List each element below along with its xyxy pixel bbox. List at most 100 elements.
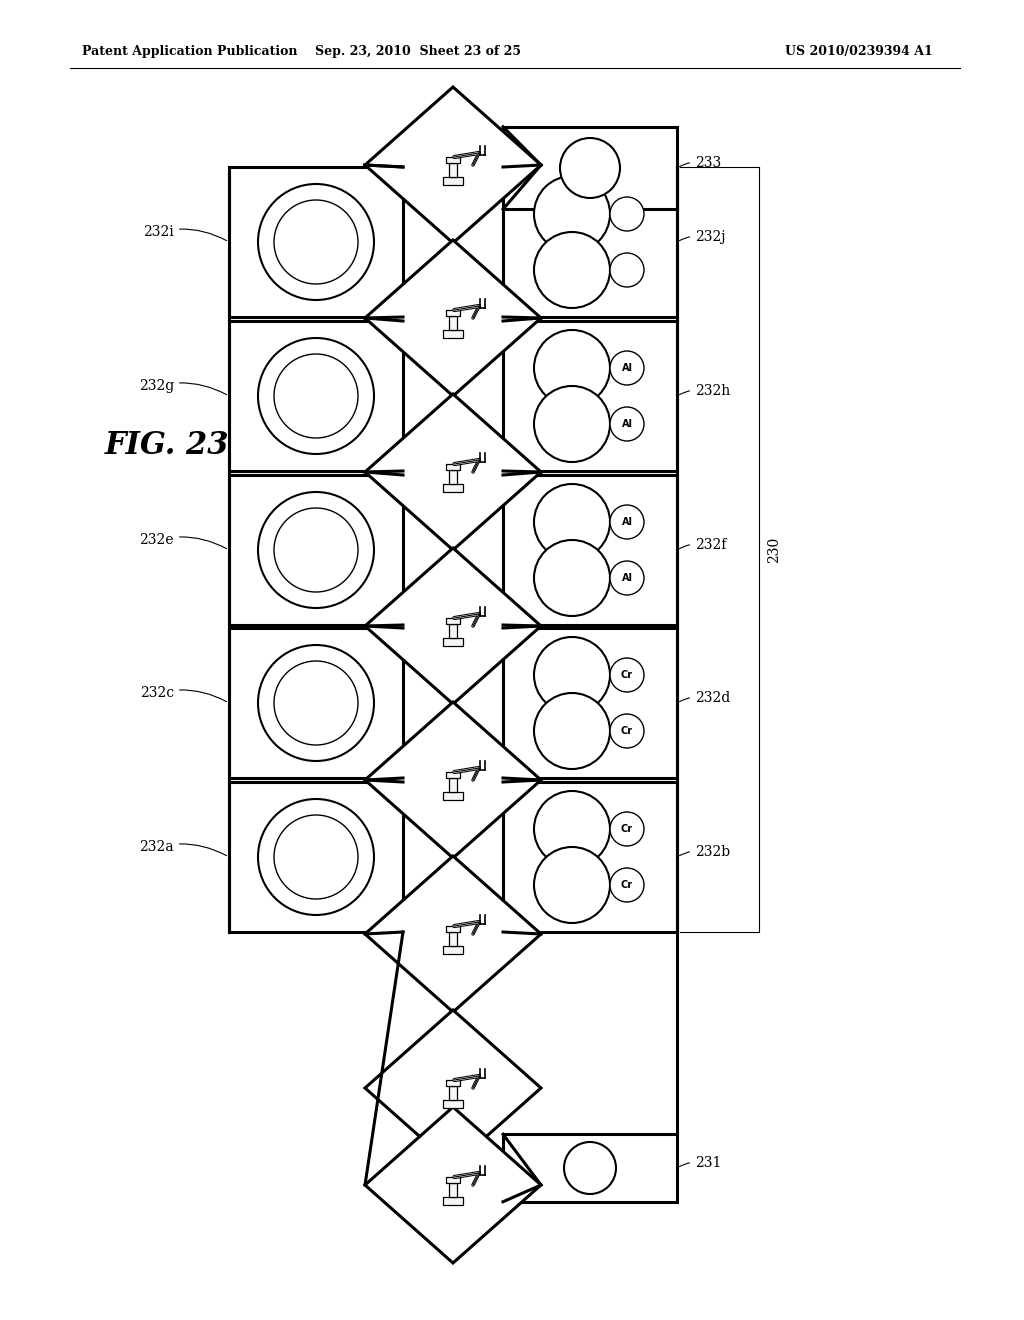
Circle shape: [274, 201, 358, 284]
Text: 232c: 232c: [140, 686, 226, 702]
Bar: [229, 321, 403, 471]
Bar: [450, 932, 457, 946]
Bar: [229, 475, 403, 624]
Circle shape: [274, 354, 358, 438]
Bar: [443, 1197, 463, 1205]
Text: 232g: 232g: [138, 379, 226, 395]
Bar: [503, 781, 677, 932]
Polygon shape: [365, 393, 541, 550]
Circle shape: [534, 791, 610, 867]
Bar: [446, 1177, 460, 1183]
Text: Cr: Cr: [621, 726, 633, 737]
Circle shape: [610, 869, 644, 902]
Bar: [450, 777, 457, 792]
Circle shape: [258, 799, 374, 915]
Circle shape: [258, 645, 374, 762]
Circle shape: [274, 661, 358, 744]
Bar: [450, 1183, 457, 1197]
Text: 232f: 232f: [680, 539, 726, 552]
Circle shape: [258, 338, 374, 454]
Polygon shape: [365, 548, 541, 704]
Circle shape: [610, 506, 644, 539]
Bar: [450, 1086, 457, 1100]
Circle shape: [534, 176, 610, 252]
Bar: [446, 618, 460, 624]
Bar: [229, 168, 403, 317]
Circle shape: [610, 561, 644, 595]
Polygon shape: [365, 240, 541, 396]
Text: Al: Al: [622, 418, 633, 429]
Text: FIG. 23: FIG. 23: [105, 429, 229, 461]
Bar: [443, 792, 463, 800]
Circle shape: [274, 814, 358, 899]
Text: 232h: 232h: [680, 384, 730, 399]
Bar: [503, 168, 677, 317]
Bar: [446, 772, 460, 777]
Text: 230: 230: [767, 536, 781, 562]
Circle shape: [610, 253, 644, 286]
Bar: [446, 157, 460, 162]
Polygon shape: [365, 1010, 541, 1166]
Circle shape: [274, 508, 358, 591]
Polygon shape: [365, 1107, 541, 1263]
Circle shape: [258, 183, 374, 300]
Text: Cr: Cr: [621, 824, 633, 834]
Bar: [446, 927, 460, 932]
Polygon shape: [365, 87, 541, 243]
Circle shape: [258, 492, 374, 609]
Circle shape: [534, 638, 610, 713]
Bar: [443, 484, 463, 492]
Circle shape: [564, 1142, 616, 1195]
Text: Patent Application Publication: Patent Application Publication: [82, 45, 298, 58]
Bar: [229, 628, 403, 777]
Bar: [450, 624, 457, 638]
Text: 232a: 232a: [139, 840, 226, 855]
Text: 232j: 232j: [680, 230, 725, 244]
Text: 232e: 232e: [139, 533, 226, 549]
Bar: [503, 628, 677, 777]
Bar: [446, 1080, 460, 1086]
Text: 232b: 232b: [680, 845, 730, 859]
Bar: [503, 127, 677, 210]
Polygon shape: [365, 702, 541, 858]
Bar: [443, 1100, 463, 1107]
Bar: [443, 330, 463, 338]
Circle shape: [534, 385, 610, 462]
Polygon shape: [365, 855, 541, 1012]
Bar: [446, 465, 460, 470]
Circle shape: [534, 232, 610, 308]
Bar: [229, 781, 403, 932]
Bar: [443, 177, 463, 185]
Text: Sep. 23, 2010  Sheet 23 of 25: Sep. 23, 2010 Sheet 23 of 25: [315, 45, 521, 58]
Circle shape: [610, 407, 644, 441]
Circle shape: [560, 139, 620, 198]
Circle shape: [610, 714, 644, 748]
Text: Al: Al: [622, 517, 633, 527]
Bar: [446, 310, 460, 315]
Text: Cr: Cr: [621, 880, 633, 890]
Circle shape: [534, 693, 610, 770]
Text: 231: 231: [679, 1156, 721, 1170]
Text: 233: 233: [680, 156, 721, 170]
Text: 232d: 232d: [680, 690, 730, 705]
Circle shape: [534, 330, 610, 407]
Circle shape: [610, 351, 644, 385]
Bar: [443, 638, 463, 645]
Circle shape: [610, 197, 644, 231]
Text: Al: Al: [622, 573, 633, 583]
Circle shape: [534, 847, 610, 923]
Bar: [450, 162, 457, 177]
Circle shape: [534, 484, 610, 560]
Bar: [450, 315, 457, 330]
Bar: [503, 475, 677, 624]
Circle shape: [610, 657, 644, 692]
Text: 232i: 232i: [143, 224, 226, 240]
Bar: [450, 470, 457, 484]
Circle shape: [610, 812, 644, 846]
Text: Cr: Cr: [621, 671, 633, 680]
Text: Al: Al: [622, 363, 633, 374]
Bar: [503, 1134, 677, 1201]
Bar: [503, 321, 677, 471]
Bar: [443, 946, 463, 954]
Circle shape: [534, 540, 610, 616]
